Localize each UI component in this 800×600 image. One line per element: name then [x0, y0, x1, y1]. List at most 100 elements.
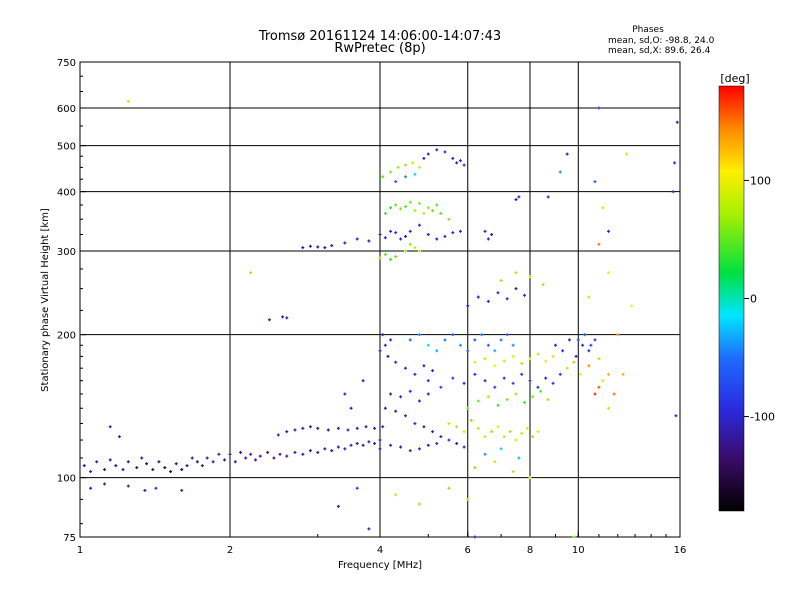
data-point [205, 456, 209, 460]
data-point [373, 442, 377, 446]
data-point [607, 271, 611, 275]
data-point [383, 406, 387, 410]
chart-title: Tromsø 20161124 14:06:00-14:07:43 [258, 29, 501, 44]
data-point [244, 456, 248, 460]
data-point [408, 449, 412, 453]
data-point [531, 435, 535, 439]
data-point [343, 447, 347, 451]
data-point [228, 452, 232, 456]
chart-subtitle: RwPretec (8p) [334, 41, 425, 56]
data-point [301, 452, 305, 456]
colorbar-tick-label: 100 [750, 174, 771, 187]
data-point [544, 359, 548, 363]
data-point [451, 231, 455, 235]
data-point [422, 364, 426, 368]
data-point [499, 279, 503, 283]
data-point [266, 450, 270, 454]
data-point [272, 456, 276, 460]
data-point [589, 343, 593, 347]
data-point [601, 206, 605, 210]
data-point [258, 454, 262, 458]
data-point [426, 206, 430, 210]
data-point [417, 223, 421, 227]
colorbar-unit-label: [deg] [720, 72, 749, 85]
x-axis-title: Frequency [MHz] [338, 560, 422, 571]
data-point [403, 234, 407, 238]
data-point [349, 443, 353, 447]
data-point [389, 257, 393, 261]
data-point [597, 106, 601, 110]
data-point [551, 381, 555, 385]
data-point [355, 237, 359, 241]
data-point [597, 357, 601, 361]
data-point [417, 447, 421, 451]
data-point [528, 275, 532, 279]
data-point [476, 295, 480, 299]
data-point [378, 349, 382, 353]
data-point [389, 170, 393, 174]
data-point [143, 488, 147, 492]
data-point [394, 360, 398, 364]
data-point [417, 165, 421, 169]
data-point [308, 244, 312, 248]
data-point [435, 349, 439, 353]
data-point [630, 304, 634, 308]
data-point [490, 430, 494, 434]
data-point [117, 435, 121, 439]
data-point [486, 343, 490, 347]
data-point [451, 376, 455, 380]
data-point [514, 287, 518, 291]
data-point [469, 418, 473, 422]
data-point [383, 211, 387, 215]
phase-stats-x: mean, sd,X: 89.6, 26.4 [608, 46, 711, 56]
data-point [336, 504, 340, 508]
data-point [511, 470, 515, 474]
data-point [326, 428, 330, 432]
data-point [394, 231, 398, 235]
data-point [439, 211, 443, 215]
data-point [674, 414, 678, 418]
data-point [466, 406, 470, 410]
data-point [490, 233, 494, 237]
data-point [293, 428, 297, 432]
data-point [403, 205, 407, 209]
data-point [572, 360, 576, 364]
data-point [308, 449, 312, 453]
data-point [95, 460, 99, 464]
data-point [378, 233, 382, 237]
data-point [383, 343, 387, 347]
data-point [431, 209, 435, 213]
data-point [583, 333, 587, 337]
data-point [316, 450, 320, 454]
data-point [473, 372, 477, 376]
data-point [581, 343, 585, 347]
data-point [426, 233, 430, 237]
data-point [426, 379, 430, 383]
data-point [417, 333, 421, 337]
data-point [349, 406, 353, 410]
data-point [466, 304, 470, 308]
data-point [249, 452, 253, 456]
data-point [451, 156, 455, 160]
data-point [525, 426, 529, 430]
data-point [408, 338, 412, 342]
data-point [140, 456, 144, 460]
data-point [578, 372, 582, 376]
data-point [403, 414, 407, 418]
data-point [435, 237, 439, 241]
data-point [486, 395, 490, 399]
data-point [607, 229, 611, 233]
data-point [520, 361, 524, 365]
data-point [190, 456, 194, 460]
colorbar-tick-label: -100 [750, 411, 775, 424]
data-point [399, 395, 403, 399]
data-point [462, 430, 466, 434]
data-point [567, 338, 571, 342]
data-point [373, 426, 377, 430]
y-tick-label: 750 [57, 58, 76, 69]
data-point [413, 209, 417, 213]
data-point [135, 466, 139, 470]
phase-stats-o: mean, sd,O: -98.8, 24.0 [608, 36, 715, 46]
data-point [267, 318, 271, 322]
data-point [293, 450, 297, 454]
